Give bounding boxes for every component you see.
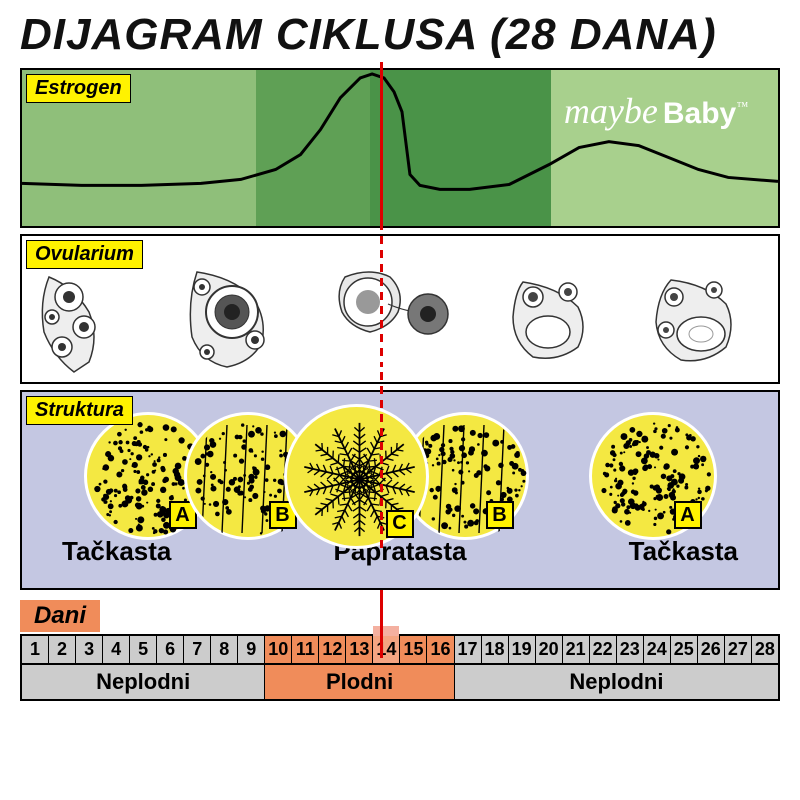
page-title: DIJAGRAM CIKLUSA (28 DANA)	[20, 10, 780, 60]
day-8: 8	[211, 636, 238, 663]
struct-badge: C	[386, 510, 414, 538]
day-18: 18	[482, 636, 509, 663]
day-13: 13	[346, 636, 373, 663]
day-11: 11	[292, 636, 319, 663]
day-14: 14	[373, 636, 400, 663]
brand-text: Baby	[663, 97, 736, 130]
day-28: 28	[752, 636, 778, 663]
day-7: 7	[184, 636, 211, 663]
struct-badge: A	[674, 501, 702, 529]
ovularium-label: Ovularium	[26, 240, 143, 269]
struct-circle-C: C	[284, 404, 429, 549]
day-21: 21	[563, 636, 590, 663]
day-26: 26	[698, 636, 725, 663]
day-9: 9	[238, 636, 265, 663]
struktura-label: Struktura	[26, 396, 133, 425]
ov-stage-2	[177, 262, 307, 377]
day-24: 24	[644, 636, 671, 663]
day-20: 20	[536, 636, 563, 663]
day-19: 19	[509, 636, 536, 663]
diagram-container: DIJAGRAM CIKLUSA (28 DANA) Estrogen mayb…	[0, 0, 800, 800]
day-16: 16	[427, 636, 454, 663]
day-1: 1	[22, 636, 49, 663]
day-23: 23	[617, 636, 644, 663]
ovularium-panel: Ovularium	[20, 234, 780, 384]
estrogen-label: Estrogen	[26, 74, 131, 103]
fertility-row: NeplodniPlodniNeplodni	[20, 665, 780, 701]
days-row: 1234567891011121314151617181920212223242…	[20, 634, 780, 665]
ovulation-dash-line-2	[380, 372, 383, 552]
ov-stage-3	[320, 262, 480, 377]
dani-label: Dani	[20, 600, 100, 632]
ov-stage-5	[636, 262, 766, 377]
fert-plodni: Plodni	[265, 665, 455, 699]
day-6: 6	[157, 636, 184, 663]
ovulation-dash-line	[380, 222, 383, 367]
day-10: 10	[265, 636, 292, 663]
struktura-panel: Struktura ABCBA Tačkasta Papratasta Tačk…	[20, 390, 780, 590]
day-5: 5	[130, 636, 157, 663]
ovulation-line-bottom	[380, 590, 383, 658]
day-15: 15	[400, 636, 427, 663]
day-27: 27	[725, 636, 752, 663]
day-4: 4	[103, 636, 130, 663]
day-12: 12	[319, 636, 346, 663]
day-22: 22	[590, 636, 617, 663]
ov-stage-1	[34, 262, 164, 377]
struct-badge: B	[486, 501, 514, 529]
fert-neplodni: Neplodni	[22, 665, 265, 699]
estrogen-panel: Estrogen maybeBaby™	[20, 68, 780, 228]
brand-logo: maybeBaby™	[564, 90, 748, 132]
struktura-circles: ABCBA	[22, 392, 778, 532]
day-2: 2	[49, 636, 76, 663]
ov-stage-4	[493, 262, 623, 377]
day-25: 25	[671, 636, 698, 663]
brand-script: maybe	[564, 91, 658, 131]
struct-circle-A: A	[589, 412, 717, 540]
fert-neplodni: Neplodni	[455, 665, 778, 699]
ovulation-line	[380, 62, 383, 222]
day-17: 17	[455, 636, 482, 663]
day-3: 3	[76, 636, 103, 663]
brand-tm: ™	[736, 99, 748, 113]
